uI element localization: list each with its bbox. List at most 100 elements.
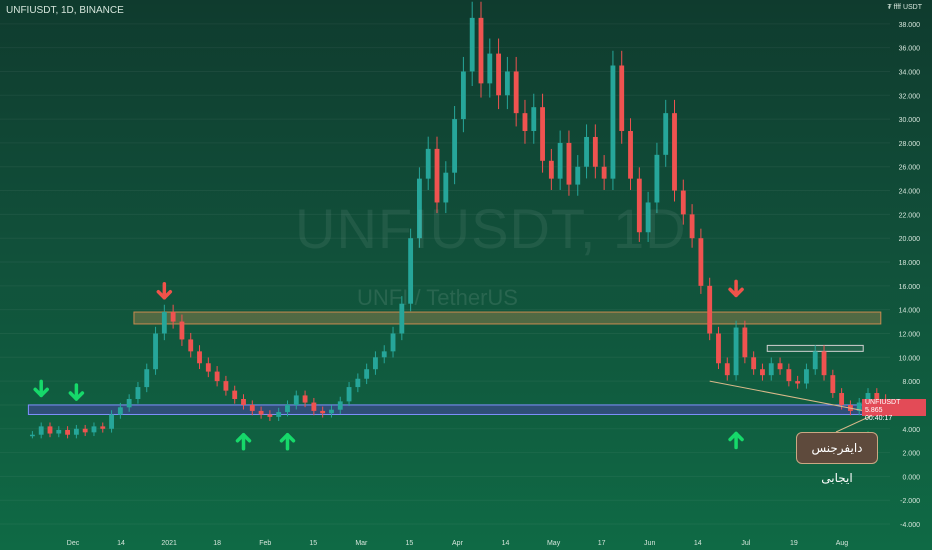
y-axis-tick-label: 16.000 xyxy=(899,284,921,291)
x-axis-tick-label: Aug xyxy=(836,540,849,547)
candle-body xyxy=(742,327,748,358)
candle-body xyxy=(117,407,123,415)
candle-body xyxy=(197,351,202,364)
y-axis-tick-label: 34.000 xyxy=(899,69,921,76)
candle-body xyxy=(364,369,370,379)
candle-body xyxy=(645,202,651,233)
x-axis-tick-label: Jul xyxy=(741,540,750,547)
chart-title: UNFIUSDT, 1D, BINANCE xyxy=(6,5,124,16)
candle-body xyxy=(724,363,730,376)
y-axis-tick-label: 26.000 xyxy=(899,165,921,172)
candle-body xyxy=(548,160,554,179)
candle-body xyxy=(390,333,396,352)
candle-body xyxy=(592,136,598,167)
y-axis-tick-label: 8.000 xyxy=(902,379,920,386)
x-axis-tick-label: Apr xyxy=(452,540,464,547)
candle-body xyxy=(241,398,246,405)
y-axis-tick-label: 4.000 xyxy=(902,427,920,434)
x-axis-tick-label: Dec xyxy=(67,540,80,547)
candle-body xyxy=(416,178,422,239)
candle-body xyxy=(144,369,150,388)
candle-body xyxy=(760,369,765,376)
candle-body xyxy=(487,53,493,84)
annotation-pointer xyxy=(835,412,878,433)
down-arrow-icon xyxy=(156,282,173,300)
candle-body xyxy=(161,312,167,334)
x-axis-tick-label: 15 xyxy=(309,540,317,547)
candle-body xyxy=(839,393,845,405)
price-badge-symbol: UNFIUSDT xyxy=(865,399,901,406)
candle-body xyxy=(513,71,519,114)
x-axis-tick-label: 14 xyxy=(694,540,702,547)
candle-body xyxy=(153,333,158,370)
x-axis-tick-label: 14 xyxy=(117,540,125,547)
x-axis-tick-label: 14 xyxy=(502,540,510,547)
candle-body xyxy=(381,351,387,358)
y-axis-tick-label: 10.000 xyxy=(899,355,921,362)
candle-body xyxy=(460,71,466,120)
candle-body xyxy=(91,426,97,433)
up-arrow-icon xyxy=(279,432,296,451)
candle-body xyxy=(355,378,361,388)
y-axis-tick-label: 28.000 xyxy=(899,141,921,148)
y-axis-tick-label: 2.000 xyxy=(902,451,920,458)
candle-body xyxy=(223,381,229,391)
x-axis-tick-label: 17 xyxy=(598,540,606,547)
current-price-badge: UNFIUSDT 5.865 00:40:17 xyxy=(862,399,926,422)
candle-body xyxy=(707,285,713,334)
candle-body xyxy=(425,148,431,179)
y-axis-tick-label: 18.000 xyxy=(899,260,921,267)
candle-body xyxy=(636,178,642,233)
candle-body xyxy=(821,351,827,376)
candle-body xyxy=(249,404,255,411)
candle-body xyxy=(575,166,581,185)
candle-body xyxy=(38,426,44,435)
x-axis-tick-label: 18 xyxy=(213,540,221,547)
down-arrow-icon xyxy=(33,379,49,398)
y-axis-tick-label: 22.000 xyxy=(899,212,921,219)
candle-body xyxy=(584,136,589,167)
candle-body xyxy=(205,363,211,372)
candle-body xyxy=(311,402,317,411)
candle-body xyxy=(267,414,273,417)
candle-body xyxy=(856,402,862,411)
y-axis-tick-label: -4.000 xyxy=(900,522,920,529)
candle-body xyxy=(135,387,141,399)
candle-body xyxy=(795,381,801,384)
candle-body xyxy=(276,412,282,417)
candle-body xyxy=(232,390,238,399)
divergence-annotation: دایفرجنس ایجابی xyxy=(796,432,878,485)
candle-body xyxy=(557,142,563,179)
candle-body xyxy=(804,369,809,384)
y-axis-tick-label: 24.000 xyxy=(899,189,921,196)
y-axis-tick-label: 12.000 xyxy=(899,331,921,338)
candle-body xyxy=(628,131,633,179)
y-axis-tick-label: 36.000 xyxy=(899,46,921,53)
candle-body xyxy=(329,409,334,414)
candle-body xyxy=(654,154,660,203)
candle-body xyxy=(188,339,194,352)
candle-body xyxy=(496,53,502,96)
candle-body xyxy=(285,404,290,413)
up-arrow-icon xyxy=(235,432,252,451)
candle-body xyxy=(214,371,220,382)
x-axis-tick-label: 2021 xyxy=(161,540,177,547)
candle-body xyxy=(874,393,880,399)
candle-body xyxy=(65,429,71,435)
candle-body xyxy=(408,238,414,304)
candle-body xyxy=(126,398,132,408)
candle-body xyxy=(293,395,299,405)
y-axis-tick-label: 14.000 xyxy=(899,308,921,315)
x-axis-tick-label: May xyxy=(547,540,561,547)
candle-body xyxy=(302,395,308,403)
candle-body xyxy=(540,107,545,161)
y-axis-tick-label: -2.000 xyxy=(900,498,920,505)
x-axis-tick-label: Mar xyxy=(355,540,368,547)
price-badge-timer: 00:40:17 xyxy=(865,415,893,422)
candle-body xyxy=(434,148,440,203)
candle-body xyxy=(504,71,510,96)
candle-body xyxy=(337,401,343,410)
pair-watermark: UNFI / TetherUS xyxy=(357,285,518,310)
down-arrow-icon xyxy=(68,383,85,401)
